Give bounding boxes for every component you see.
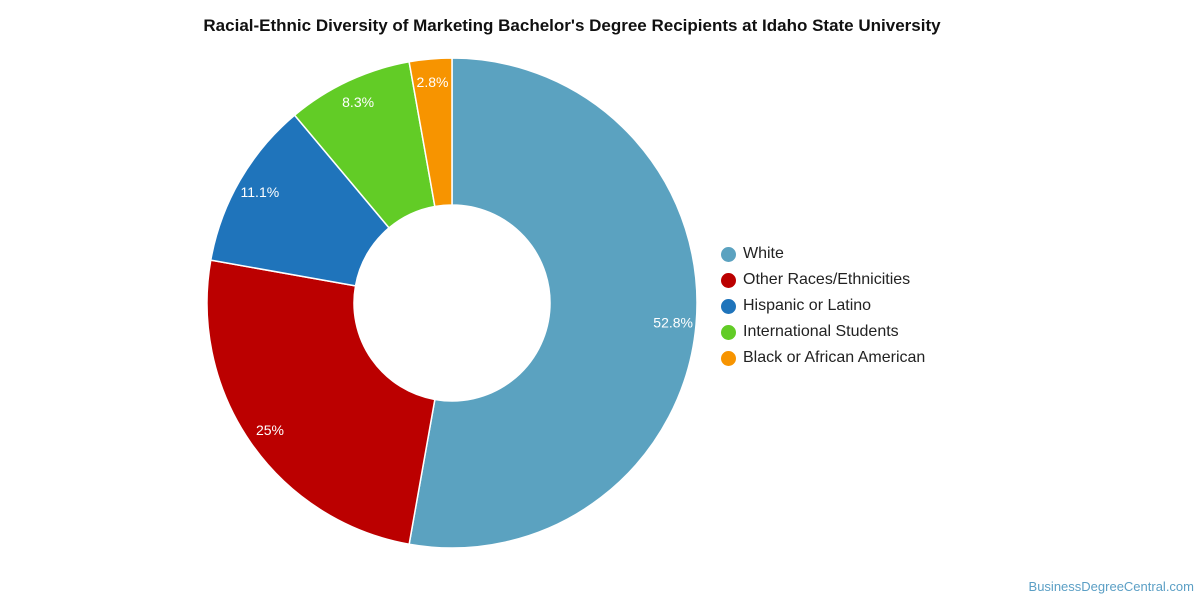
legend-label: White [743, 245, 784, 262]
legend-swatch [721, 298, 736, 314]
slice-label-black-or-african-american: 2.8% [417, 74, 449, 90]
watermark: BusinessDegreeCentral.com [1028, 579, 1194, 594]
legend-item-other-races-ethnicities: Other Races/Ethnicities [721, 267, 925, 293]
slice-label-international-students: 8.3% [342, 94, 374, 110]
legend-item-white: White [721, 241, 925, 267]
chart-title: Racial-Ethnic Diversity of Marketing Bac… [203, 16, 941, 35]
legend-label: Hispanic or Latino [743, 297, 872, 314]
legend-label: Black or African American [743, 349, 926, 366]
legend-item-international-students: International Students [721, 319, 925, 345]
chart-legend: White Other Races/Ethnicities Hispanic or … [721, 241, 925, 371]
legend-swatch [721, 246, 736, 262]
legend-swatch [721, 324, 736, 340]
legend-swatch [721, 272, 736, 288]
slice-hispanic-or-latino [209, 114, 391, 287]
slice-label-other-races-ethnicities: 25% [256, 422, 284, 438]
slice-white [408, 57, 698, 549]
legend-label: Other Races/Ethnicities [743, 271, 911, 288]
legend-item-black-or-african-american: Black or African American [721, 345, 925, 371]
legend-swatch [721, 350, 736, 366]
slice-other-races-ethnicities [206, 259, 436, 546]
slice-black-or-african-american [408, 57, 453, 208]
donut-chart: 52.8% 25% 11.1% 8.3% 2.8% [206, 57, 698, 549]
legend-label: International Students [743, 323, 899, 340]
slice-label-hispanic-or-latino: 11.1% [241, 184, 280, 200]
legend-item-hispanic-or-latino: Hispanic or Latino [721, 293, 925, 319]
slice-label-white: 52.8% [653, 315, 693, 331]
